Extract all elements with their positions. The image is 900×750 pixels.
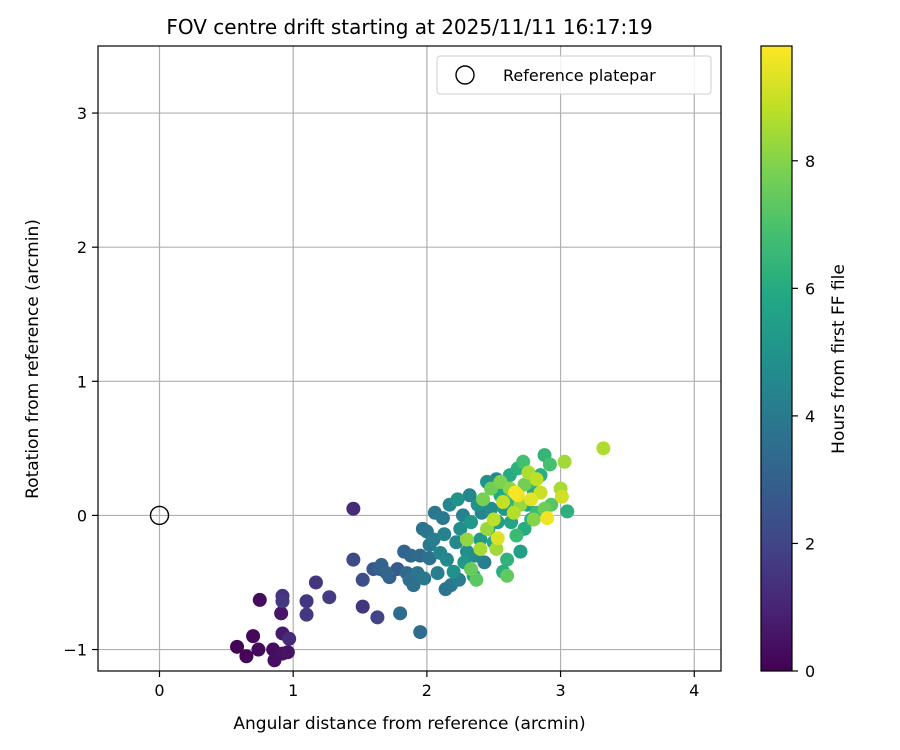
data-points [230, 441, 611, 668]
data-point [379, 566, 394, 581]
legend: Reference platepar [436, 55, 712, 95]
data-point [239, 649, 254, 664]
data-point [355, 572, 370, 587]
data-point [450, 492, 465, 507]
x-tick-label: 3 [555, 681, 565, 700]
colorbar-ticks: 0 2 4 6 8 [792, 152, 815, 681]
x-tick-label: 1 [288, 681, 298, 700]
data-point [413, 625, 428, 640]
y-axis-ticks: −1 0 1 2 3 [63, 104, 98, 660]
data-point [490, 531, 505, 546]
data-point [406, 578, 421, 593]
y-tick-label: 0 [77, 506, 87, 525]
y-tick-label: 1 [77, 372, 87, 391]
legend-marker [455, 65, 475, 85]
x-tick-label: 0 [154, 681, 164, 700]
data-point [459, 544, 474, 559]
data-point [426, 532, 441, 547]
data-point [542, 457, 557, 472]
data-point [517, 477, 532, 492]
data-point [500, 568, 515, 583]
data-point [486, 512, 501, 527]
data-point [280, 645, 295, 660]
data-point [459, 532, 474, 547]
data-point [346, 501, 361, 516]
data-point [439, 552, 454, 567]
x-tick-label: 4 [689, 681, 699, 700]
data-point [489, 541, 504, 556]
data-point [500, 552, 515, 567]
data-point [508, 485, 523, 500]
data-point [299, 607, 314, 622]
data-point [540, 511, 555, 526]
y-tick-label: −1 [63, 641, 87, 660]
data-point [462, 488, 477, 503]
data-point [526, 512, 541, 527]
data-point [596, 441, 611, 456]
data-point [513, 544, 528, 559]
data-point [430, 566, 445, 581]
data-point [230, 639, 245, 654]
y-tick-label: 2 [77, 238, 87, 257]
legend-box [436, 55, 712, 95]
data-point [484, 501, 499, 516]
data-point [435, 511, 450, 526]
data-point [422, 551, 437, 566]
data-point [469, 572, 484, 587]
data-point [246, 629, 261, 644]
colorbar-tick-label: 2 [805, 534, 815, 553]
grid-lines [98, 46, 721, 671]
data-point [554, 489, 569, 504]
data-point [463, 562, 478, 577]
data-point [282, 631, 297, 646]
data-point [496, 495, 511, 510]
data-point [252, 592, 267, 607]
data-point [529, 472, 544, 487]
colorbar-tick-label: 0 [805, 662, 815, 681]
data-point [275, 594, 290, 609]
x-axis-label: Angular distance from reference (arcmin) [233, 714, 585, 734]
x-axis-ticks: 0 1 2 3 4 [154, 671, 699, 700]
legend-label: Reference platepar [503, 66, 656, 85]
data-point [299, 594, 314, 609]
data-point [560, 504, 575, 519]
chart-title: FOV centre drift starting at 2025/11/11 … [166, 15, 652, 39]
colorbar-tick-label: 6 [805, 279, 815, 298]
colorbar-label: Hours from first FF file [829, 264, 849, 454]
y-tick-label: 3 [77, 104, 87, 123]
data-point [557, 454, 572, 469]
y-axis-label: Rotation from reference (arcmin) [23, 219, 43, 499]
data-point [346, 552, 361, 567]
data-point [370, 610, 385, 625]
data-point [274, 606, 289, 621]
reference-platepar-marker [149, 505, 170, 526]
data-point [453, 521, 468, 536]
colorbar-tick-label: 4 [805, 407, 815, 426]
plot-frame [97, 45, 722, 672]
data-point [417, 571, 432, 586]
data-point [516, 454, 531, 469]
data-point [355, 599, 370, 614]
data-point [509, 528, 524, 543]
data-point [524, 492, 539, 507]
data-point [506, 505, 521, 520]
colorbar-tick-label: 8 [805, 152, 815, 171]
data-point [308, 575, 323, 590]
data-point [251, 642, 266, 657]
data-point [393, 606, 408, 621]
data-point [437, 527, 452, 542]
data-point [463, 515, 478, 530]
data-point [473, 541, 488, 556]
data-point [476, 492, 491, 507]
data-point [322, 590, 337, 605]
data-point [446, 564, 461, 579]
data-point [449, 535, 464, 550]
colorbar-gradient [760, 45, 793, 672]
x-tick-label: 2 [422, 681, 432, 700]
colorbar: 0 2 4 6 8 Hours from first FF file [760, 45, 849, 681]
